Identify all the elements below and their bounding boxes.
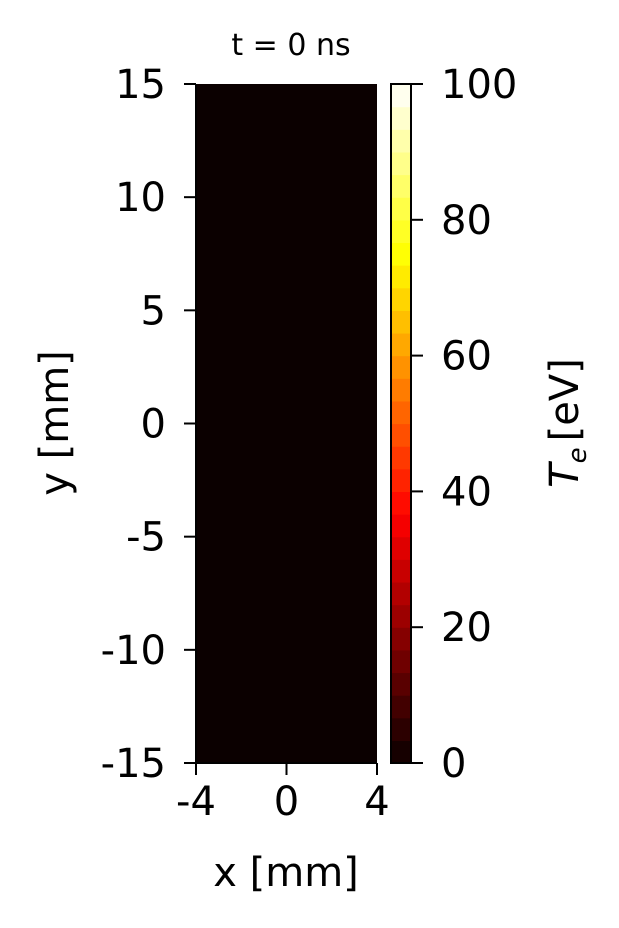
- x-tick-label: 0: [274, 779, 299, 825]
- y-tick-label: 10: [115, 175, 166, 221]
- colorbar-band: [391, 740, 411, 764]
- colorbar-band: [391, 174, 411, 198]
- colorbar-band: [391, 695, 411, 719]
- colorbar-band: [391, 514, 411, 538]
- colorbar-band: [391, 129, 411, 153]
- colorbar-band: [391, 559, 411, 583]
- colorbar-label-unit: [eV]: [542, 358, 588, 441]
- colorbar-label-subscript: e: [563, 447, 593, 463]
- colorbar-tick-label: 40: [441, 469, 492, 515]
- colorbar: 0 20 40 60 80 100 Te [eV]: [390, 62, 593, 787]
- y-tick-label: -5: [126, 515, 166, 561]
- colorbar-band: [391, 604, 411, 628]
- colorbar-band: [391, 627, 411, 651]
- heatmap-field: [196, 84, 377, 763]
- y-axis: -15 -10 -5 0 5 10 15: [101, 62, 197, 787]
- y-tick-label: 5: [141, 288, 166, 334]
- colorbar-frame: [390, 83, 412, 764]
- colorbar-tick-label: 20: [441, 605, 492, 651]
- y-tick-label: 15: [115, 62, 166, 108]
- colorbar-bands: [391, 84, 411, 764]
- y-axis-label: y [mm]: [32, 350, 78, 496]
- colorbar-band: [391, 468, 411, 492]
- colorbar-band: [391, 332, 411, 357]
- colorbar-band: [391, 242, 411, 266]
- plot-area: [196, 84, 377, 763]
- colorbar-band: [391, 106, 411, 130]
- colorbar-label-symbol: T: [542, 460, 588, 488]
- x-axis-label: x [mm]: [213, 850, 359, 896]
- x-axis: -4 0 4: [176, 762, 390, 825]
- colorbar-band: [391, 446, 411, 470]
- colorbar-band: [391, 581, 411, 606]
- colorbar-band: [391, 672, 411, 696]
- colorbar-band: [391, 536, 411, 560]
- colorbar-tick-label: 0: [441, 741, 466, 787]
- colorbar-label: Te [eV]: [542, 358, 593, 488]
- colorbar-tick-label: 60: [441, 334, 492, 380]
- colorbar-tick-label: 100: [441, 62, 517, 108]
- colorbar-band: [391, 355, 411, 379]
- colorbar-band: [391, 400, 411, 425]
- colorbar-band: [391, 310, 411, 334]
- y-tick-label: -15: [101, 741, 166, 787]
- y-tick-label: 0: [141, 402, 166, 448]
- colorbar-band: [391, 197, 411, 221]
- colorbar-band: [391, 287, 411, 311]
- colorbar-band: [391, 265, 411, 289]
- y-tick-label: -10: [101, 628, 166, 674]
- x-tick-label: -4: [176, 779, 216, 825]
- colorbar-band: [391, 151, 411, 176]
- colorbar-band: [391, 717, 411, 741]
- colorbar-band: [391, 84, 411, 108]
- chart-title: t = 0 ns: [231, 28, 350, 63]
- colorbar-band: [391, 378, 411, 402]
- colorbar-ticks: 0 20 40 60 80 100: [411, 62, 517, 787]
- colorbar-band: [391, 219, 411, 244]
- colorbar-tick-label: 80: [441, 198, 492, 244]
- colorbar-band: [391, 649, 411, 674]
- colorbar-band: [391, 423, 411, 447]
- colorbar-band: [391, 491, 411, 515]
- x-tick-label: 4: [364, 779, 389, 825]
